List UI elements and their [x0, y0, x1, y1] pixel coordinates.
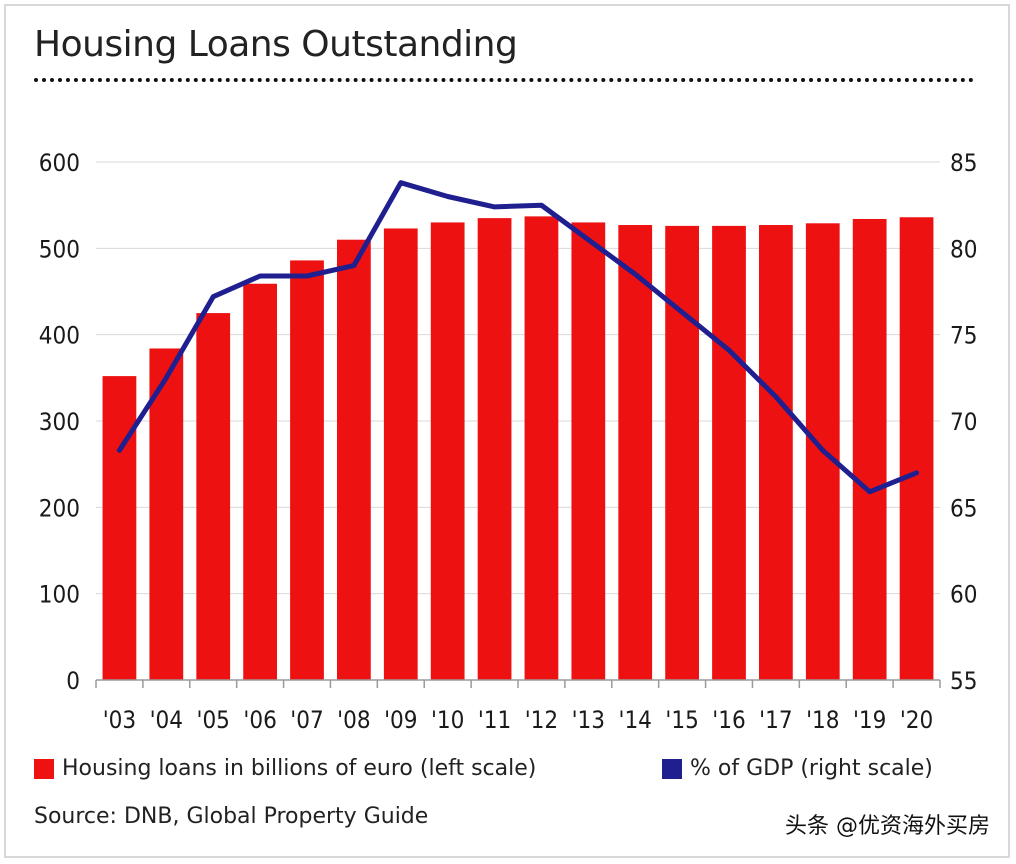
- bar-4: [290, 260, 324, 680]
- bar-0: [102, 376, 137, 680]
- left-tick-label-0: 0: [66, 667, 80, 695]
- x-axis: [95, 679, 941, 688]
- legend-item-gdp: % of GDP (right scale): [662, 756, 933, 781]
- x-tick-label-9: '12: [525, 706, 558, 734]
- legend-label-gdp: % of GDP (right scale): [690, 756, 933, 781]
- x-tick-label-4: '07: [290, 706, 323, 734]
- x-tick-label-1: '04: [150, 706, 183, 734]
- legend-label-housing-loans: Housing loans in billions of euro (left …: [62, 756, 537, 781]
- left-tick-label-1: 100: [39, 581, 80, 609]
- source-note: Source: DNB, Global Property Guide: [34, 804, 429, 829]
- gdp-line: [116, 180, 920, 495]
- bar-17: [899, 217, 934, 680]
- x-tick-label-12: '15: [665, 706, 698, 734]
- bar-2: [196, 313, 231, 680]
- right-tick-label-0: 55: [950, 667, 977, 695]
- bar-11: [618, 225, 653, 681]
- bar-9: [524, 216, 559, 680]
- x-tick-label-15: '18: [806, 706, 839, 734]
- x-tick-label-3: '06: [243, 706, 276, 734]
- right-tick-label-1: 60: [950, 581, 977, 609]
- bar-12: [665, 225, 699, 681]
- left-tick-label-6: 600: [39, 149, 80, 177]
- title-divider: [34, 78, 974, 82]
- bar-6: [383, 228, 418, 680]
- x-tick-label-11: '14: [619, 706, 652, 734]
- x-tick-label-10: '13: [572, 706, 605, 734]
- x-tick-label-16: '19: [853, 706, 886, 734]
- bar-1: [149, 348, 184, 680]
- right-tick-label-5: 80: [950, 235, 977, 263]
- left-tick-label-3: 300: [39, 408, 80, 436]
- bar-series: [102, 216, 934, 681]
- legend-item-housing-loans: Housing loans in billions of euro (left …: [34, 756, 536, 781]
- x-tick-label-0: '03: [103, 706, 136, 734]
- bar-13: [712, 225, 746, 681]
- bar-16: [852, 218, 887, 681]
- bar-10: [571, 222, 606, 680]
- chart-legend: Housing loans in billions of euro (left …: [34, 756, 984, 790]
- left-y-axis: 0 100 200 300 400 500 600: [39, 149, 80, 695]
- line-series: [116, 180, 920, 495]
- bar-7: [430, 222, 465, 680]
- left-tick-label-4: 400: [39, 322, 80, 350]
- legend-swatch-line: [662, 758, 682, 779]
- left-tick-label-2: 200: [39, 494, 80, 522]
- right-tick-label-3: 70: [950, 408, 977, 436]
- bar-8: [477, 218, 512, 680]
- x-axis-labels: '03 '04 '05 '06 '07 '08 '09 '10 '11 '12 '13 '14 '15 '…: [103, 706, 934, 734]
- chart-title: Housing Loans Outstanding: [34, 24, 518, 65]
- x-tick-label-5: '08: [337, 706, 370, 734]
- x-tick-label-14: '17: [759, 706, 792, 734]
- x-tick-label-17: '20: [900, 706, 933, 734]
- right-tick-label-2: 65: [950, 494, 977, 522]
- x-tick-label-13: '16: [712, 706, 745, 734]
- x-tick-label-2: '05: [197, 706, 230, 734]
- x-tick-label-8: '11: [478, 706, 511, 734]
- chart-frame: [4, 4, 1010, 858]
- bar-14: [759, 225, 793, 681]
- bar-5: [337, 239, 371, 680]
- right-tick-label-6: 85: [950, 149, 977, 177]
- right-tick-label-4: 75: [950, 322, 977, 350]
- watermark: 头条 @优资海外买房: [785, 814, 990, 839]
- left-tick-label-5: 500: [39, 235, 80, 263]
- right-y-axis: 55 60 65 70 75 80 85: [950, 149, 977, 695]
- legend-swatch-bars: [34, 758, 54, 779]
- x-tick-label-7: '10: [431, 706, 464, 734]
- bar-3: [243, 283, 277, 680]
- x-tick-label-6: '09: [384, 706, 417, 734]
